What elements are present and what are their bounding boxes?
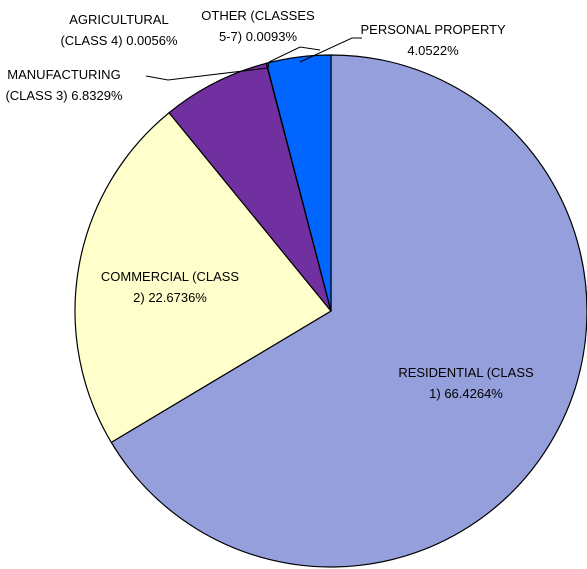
slice-label: MANUFACTURING (CLASS 3) 6.8329% (0, 64, 128, 106)
slice-label: PERSONAL PROPERTY 4.0522% (358, 19, 508, 61)
pie-slice (110, 54, 587, 568)
slice-label: OTHER (CLASSES 5-7) 0.0093% (200, 5, 316, 47)
category-label: COMMERCIAL (CLASS 2) (100, 269, 240, 305)
slice-label: AGRICULTURAL (CLASS 4) 0.0056% (56, 9, 182, 51)
pie-slice (168, 62, 332, 312)
category-label: RESIDENTIAL (CLASS 1) (398, 365, 534, 401)
category-label: OTHER (CLASSES 5-7) (201, 8, 315, 44)
category-label: PERSONAL PROPERTY (360, 22, 506, 37)
value-label: 66.4264% (444, 386, 503, 401)
value-label: 0.0056% (126, 33, 178, 48)
slice-label: COMMERCIAL (CLASS 2) 22.6736% (100, 266, 240, 308)
value-label: 0.0093% (245, 29, 298, 44)
leader-line (268, 46, 321, 63)
leader-line (145, 67, 269, 81)
value-label: 22.6736% (148, 290, 207, 305)
value-label: 6.8329% (71, 88, 123, 103)
slice-label: RESIDENTIAL (CLASS 1) 66.4264% (396, 362, 536, 404)
value-label: 4.0522% (407, 43, 459, 58)
pie-slice (74, 111, 332, 444)
leader-line (299, 37, 362, 63)
category-label: MANUFACTURING (CLASS 3) (5, 67, 121, 103)
category-label: AGRICULTURAL (CLASS 4) (60, 12, 169, 48)
leader-line (267, 61, 270, 69)
pie-slice (265, 54, 332, 312)
